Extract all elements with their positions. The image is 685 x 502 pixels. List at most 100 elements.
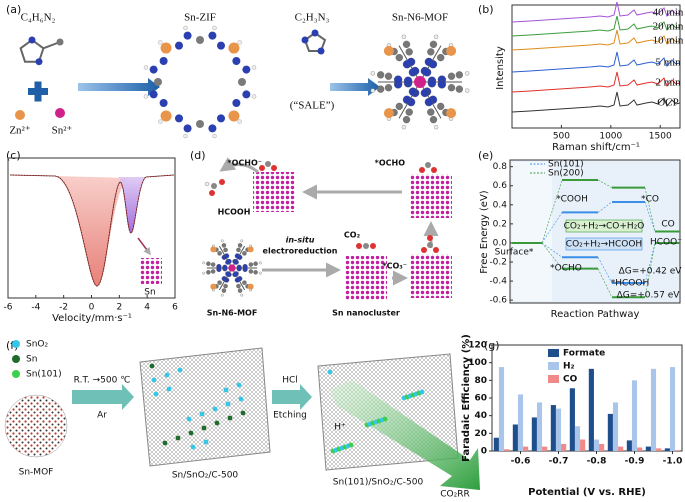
atom <box>253 270 258 275</box>
atom <box>242 65 251 74</box>
molecule-part <box>219 179 225 185</box>
connector <box>597 179 613 188</box>
atom <box>206 270 211 275</box>
atom <box>447 84 456 92</box>
bar <box>550 405 556 451</box>
annotation: OCP <box>657 97 678 109</box>
molecule-part <box>356 243 362 249</box>
annotation: 5 min <box>655 57 681 69</box>
x-axis-label: Raman shift/cm⁻¹ <box>552 142 640 153</box>
atom <box>242 251 247 256</box>
particle <box>203 439 209 445</box>
molecule-part <box>431 167 437 173</box>
label: Etching <box>273 411 307 421</box>
label: *OCHO <box>375 159 406 168</box>
y-tick-label: 20 <box>474 429 487 439</box>
arrow <box>330 78 380 96</box>
bar <box>599 443 605 451</box>
label: C₂H₃N₃ <box>295 12 330 24</box>
connector <box>541 212 563 244</box>
x-tick-label: -2 <box>59 303 68 313</box>
atom <box>234 277 240 283</box>
atom <box>232 99 241 107</box>
atom <box>143 94 149 99</box>
imidazole <box>19 38 45 63</box>
bar <box>493 437 499 451</box>
atom <box>383 108 394 119</box>
molecule-part <box>427 242 433 248</box>
atom <box>202 261 206 265</box>
label: C₄H₆N₂ <box>21 12 56 24</box>
particle <box>153 391 159 397</box>
legend-label: H₂ <box>563 362 575 372</box>
atom <box>216 264 222 270</box>
atom <box>258 271 262 275</box>
atom <box>238 78 246 86</box>
zn-ion <box>15 110 25 120</box>
annotation: *COOH <box>556 195 588 205</box>
atom <box>232 57 241 65</box>
annotation: *CO <box>641 195 659 205</box>
y-tick-label: -0.4 <box>489 277 507 287</box>
atom <box>228 110 240 122</box>
x-tick-label: -6 <box>4 303 13 313</box>
molecule-part <box>204 181 210 187</box>
reaction-arrow <box>330 380 480 490</box>
atom <box>159 57 168 65</box>
atom <box>411 66 420 76</box>
particle <box>162 440 168 446</box>
y-tick-label: 0.6 <box>493 181 508 191</box>
atom <box>428 60 438 69</box>
bar <box>523 446 529 451</box>
fit-component <box>118 177 146 233</box>
label: R.T. →500 ℃ <box>74 376 131 386</box>
y-axis-label: Free Energy (eV) <box>479 190 490 273</box>
atom <box>236 266 242 272</box>
bar <box>637 447 643 451</box>
legend-label: Sn(200) <box>548 169 584 179</box>
atom <box>455 85 464 93</box>
atom <box>160 42 172 54</box>
atom <box>370 71 375 76</box>
arrow <box>72 384 134 410</box>
atom <box>217 251 222 256</box>
atom <box>395 53 403 62</box>
atom <box>427 48 435 56</box>
bar <box>580 439 586 451</box>
atom <box>251 94 257 99</box>
panel-a: C₄H₆N₂ Sn-ZIF C₂H₃N₃ Sn-N6-MOF Zn²⁺ Sn²⁺… <box>9 12 470 139</box>
atom <box>212 133 217 139</box>
panel-c: Sn Velocity/mm·s⁻¹ <box>7 157 176 324</box>
atom <box>437 80 447 89</box>
particle <box>190 444 196 450</box>
sn-cluster <box>253 172 295 212</box>
particle <box>238 396 244 402</box>
panel-b: Intensity Raman shift/cm⁻¹ <box>495 4 681 153</box>
atom <box>175 114 183 123</box>
atom <box>401 125 406 130</box>
atom <box>395 102 403 111</box>
particle <box>240 410 246 416</box>
molecule <box>204 161 439 253</box>
molecule-part <box>425 162 431 168</box>
atom <box>247 246 254 253</box>
label: Sn nanocluster <box>332 309 400 318</box>
annotation: 40 min <box>653 7 684 19</box>
annotation: CO <box>661 220 674 230</box>
plot-frame <box>511 4 681 129</box>
annotation: Sn <box>144 288 155 298</box>
molecule-part <box>419 167 425 173</box>
bar <box>664 448 670 451</box>
atom <box>232 272 238 278</box>
atom <box>406 57 416 67</box>
connector <box>644 187 656 232</box>
atom <box>158 119 163 124</box>
atom <box>220 293 224 297</box>
label: Sn-ZIF <box>184 12 216 24</box>
x-axis-label: Velocity/mm·s⁻¹ <box>52 313 132 324</box>
atom <box>196 36 204 44</box>
atom <box>228 42 240 54</box>
atom <box>376 85 385 93</box>
atom <box>405 108 413 116</box>
